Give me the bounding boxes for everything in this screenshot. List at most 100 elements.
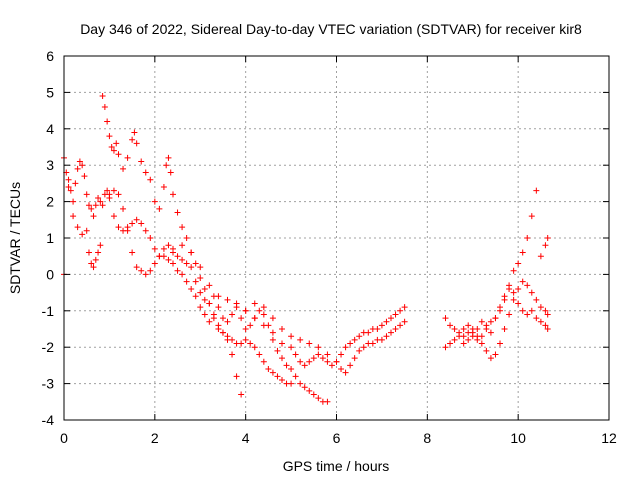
- data-point: [460, 326, 467, 332]
- data-point: [474, 326, 481, 332]
- data-point: [65, 176, 72, 183]
- series-track-a: [61, 158, 245, 398]
- data-point: [124, 154, 131, 161]
- data-point: [519, 249, 526, 256]
- data-point: [310, 391, 317, 398]
- data-point: [315, 395, 322, 402]
- data-point: [442, 344, 449, 351]
- y-tick-labels: -4 -3 -2 -1 0 1 2 3 4 5 6: [42, 48, 55, 428]
- data-point: [274, 347, 281, 354]
- data-point: [115, 151, 122, 158]
- data-point: [487, 355, 494, 362]
- data-point: [483, 322, 490, 329]
- data-point: [374, 326, 381, 332]
- data-point: [79, 162, 86, 169]
- y-tick-label: 4: [46, 121, 54, 137]
- data-point: [174, 253, 181, 260]
- data-point: [465, 336, 472, 343]
- data-point: [233, 300, 240, 307]
- y-axis-label: SDTVAR / TECUs: [7, 182, 23, 294]
- series-track-g: [442, 187, 551, 351]
- data-point: [147, 176, 154, 183]
- y-tick-label: 1: [46, 230, 54, 246]
- data-point: [188, 249, 195, 256]
- data-point: [88, 260, 95, 267]
- data-point: [456, 333, 463, 340]
- data-point: [297, 336, 304, 343]
- chart-title: Day 346 of 2022, Sidereal Day-to-day VTE…: [80, 21, 582, 37]
- data-point: [451, 336, 458, 343]
- data-point: [74, 224, 81, 231]
- y-tick-label: -4: [42, 412, 55, 428]
- data-point: [242, 326, 249, 332]
- data-point: [224, 296, 231, 303]
- data-point: [319, 355, 326, 362]
- data-point: [333, 358, 340, 365]
- data-point: [324, 351, 331, 358]
- y-tick-label: -2: [42, 339, 55, 355]
- series-track-c: [106, 187, 331, 405]
- data-point: [197, 264, 204, 271]
- data-point: [92, 202, 99, 209]
- data-point: [192, 260, 199, 267]
- data-point: [83, 191, 90, 198]
- data-point: [301, 384, 308, 391]
- data-point: [197, 289, 204, 296]
- data-point: [192, 293, 199, 300]
- data-point: [447, 340, 454, 347]
- data-point: [451, 326, 458, 332]
- data-point: [104, 118, 111, 125]
- series-track-f: [442, 278, 551, 362]
- data-point: [328, 362, 335, 369]
- data-point: [229, 336, 236, 343]
- data-point: [183, 260, 190, 267]
- data-point: [260, 322, 267, 329]
- data-point: [90, 264, 97, 271]
- data-point: [101, 103, 108, 110]
- x-tick-label: 6: [333, 430, 341, 446]
- data-point: [65, 184, 72, 191]
- data-point: [338, 366, 345, 373]
- data-point: [288, 380, 295, 387]
- data-point: [447, 322, 454, 329]
- data-point: [297, 358, 304, 365]
- data-point: [110, 213, 117, 220]
- data-point: [274, 373, 281, 380]
- data-point: [201, 285, 208, 292]
- data-point: [197, 304, 204, 311]
- data-point: [129, 249, 136, 256]
- data-point: [233, 373, 240, 380]
- data-point: [497, 340, 503, 347]
- data-point: [219, 329, 226, 336]
- data-point: [388, 315, 394, 322]
- data-point: [247, 322, 254, 329]
- data-point: [165, 242, 172, 249]
- data-point: [537, 318, 544, 325]
- y-tick-label: 2: [46, 194, 54, 210]
- data-point: [515, 260, 522, 267]
- data-point: [215, 304, 222, 311]
- data-point: [519, 278, 526, 285]
- data-point: [528, 213, 535, 220]
- data-point: [324, 398, 331, 405]
- data-point: [351, 355, 358, 362]
- data-point: [497, 304, 503, 311]
- data-point: [515, 285, 522, 292]
- data-point: [242, 336, 249, 343]
- data-point: [115, 191, 122, 198]
- data-point: [138, 158, 145, 165]
- data-point: [79, 231, 86, 238]
- data-point: [351, 336, 358, 343]
- data-point: [242, 307, 249, 314]
- data-point: [88, 205, 95, 212]
- data-point: [95, 194, 102, 201]
- data-point: [92, 256, 99, 263]
- data-point: [206, 318, 213, 325]
- data-point: [170, 249, 176, 256]
- data-point: [469, 333, 476, 340]
- data-point: [506, 285, 513, 292]
- data-point: [401, 318, 408, 325]
- data-point: [160, 184, 167, 191]
- data-point: [179, 242, 186, 249]
- data-point: [342, 344, 349, 351]
